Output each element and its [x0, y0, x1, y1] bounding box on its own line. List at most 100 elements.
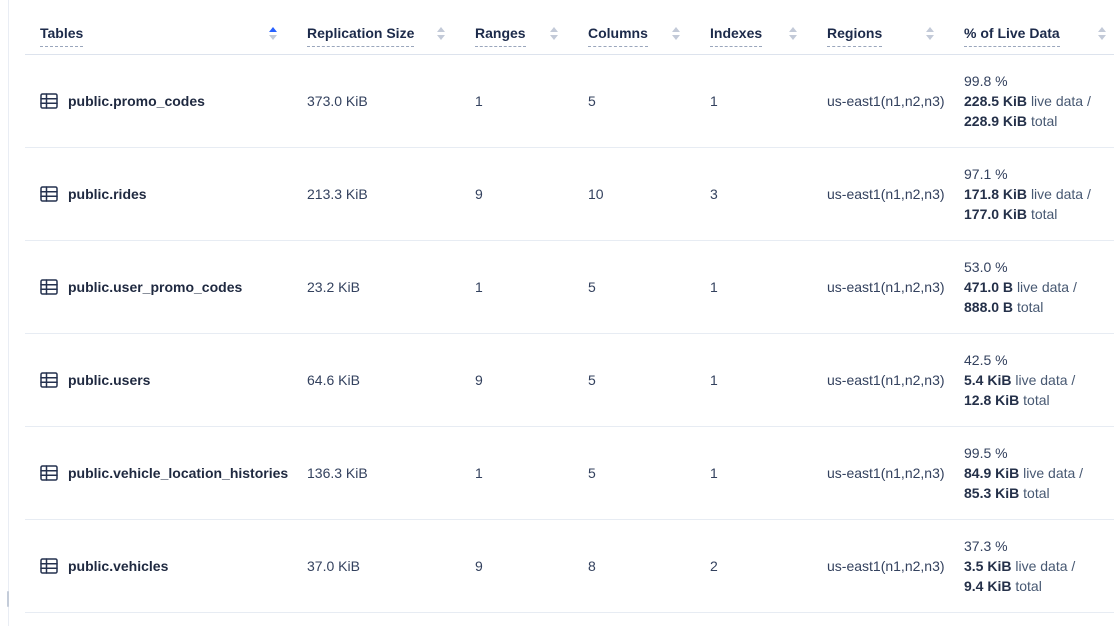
live-size: 228.5 KiB [964, 93, 1028, 109]
column-header-regions[interactable]: Regions [815, 25, 952, 54]
sort-icon [550, 27, 558, 40]
column-header-label: Indexes [710, 25, 763, 47]
column-header-label: Columns [588, 25, 648, 47]
cell-indexes: 1 [710, 465, 718, 481]
cell-columns: 8 [588, 558, 596, 574]
cell-indexes: 1 [710, 279, 718, 295]
cell-columns: 5 [588, 93, 596, 109]
total-size: 12.8 KiB [964, 392, 1020, 408]
cell-table-name[interactable]: public.vehicle_location_histories [25, 464, 295, 482]
table-row: public.rides 213.3 KiB 9 10 3 us-east1(n… [25, 148, 1114, 241]
table-row: public.vehicle_location_histories 136.3 … [25, 427, 1114, 520]
cell-regions: us-east1(n1,n2,n3) [827, 465, 945, 481]
panel-left-divider [8, 0, 9, 626]
cell-ranges: 9 [475, 372, 483, 388]
total-size: 85.3 KiB [964, 485, 1020, 501]
total-size-line: 177.0 KiB total [964, 204, 1114, 224]
cell-indexes: 3 [710, 186, 718, 202]
column-header-replication-size[interactable]: Replication Size [295, 25, 463, 54]
cell-replication-size: 213.3 KiB [307, 186, 368, 202]
cell-columns: 5 [588, 372, 596, 388]
total-size: 228.9 KiB [964, 113, 1028, 129]
column-header-label: % of Live Data [964, 25, 1060, 47]
live-data-percent: 53.0 % [964, 259, 1008, 275]
total-size-line: 9.4 KiB total [964, 576, 1114, 596]
sort-icon [437, 27, 445, 40]
live-size: 3.5 KiB [964, 558, 1012, 574]
cell-replication-size: 136.3 KiB [307, 465, 368, 481]
live-data-size-line: 171.8 KiB live data / [964, 184, 1114, 204]
cell-table-name[interactable]: public.user_promo_codes [25, 278, 295, 296]
column-header-indexes[interactable]: Indexes [698, 25, 815, 54]
cell-table-name[interactable]: public.vehicles [25, 557, 295, 575]
column-header-label: Ranges [475, 25, 526, 47]
table-row: public.vehicles 37.0 KiB 9 8 2 us-east1(… [25, 520, 1114, 613]
cell-indexes: 1 [710, 93, 718, 109]
table-name: public.promo_codes [68, 93, 205, 109]
cell-ranges: 9 [475, 186, 483, 202]
total-size-line: 12.8 KiB total [964, 390, 1114, 410]
live-size: 5.4 KiB [964, 372, 1012, 388]
table-name: public.rides [68, 186, 147, 202]
cell-replication-size: 64.6 KiB [307, 372, 360, 388]
total-suffix: total [1023, 485, 1050, 501]
sort-icon [672, 27, 680, 40]
table-icon [40, 278, 58, 296]
column-header-label: Replication Size [307, 25, 415, 47]
live-data-percent: 97.1 % [964, 166, 1008, 182]
cell-ranges: 1 [475, 93, 483, 109]
live-data-size-line: 5.4 KiB live data / [964, 370, 1114, 390]
total-suffix: total [1016, 299, 1044, 315]
cell-indexes: 1 [710, 372, 718, 388]
cell-table-name[interactable]: public.promo_codes [25, 92, 295, 110]
live-data-size-line: 84.9 KiB live data / [964, 463, 1114, 483]
cell-regions: us-east1(n1,n2,n3) [827, 558, 945, 574]
live-data-suffix: live data / [1016, 279, 1077, 295]
tables-table: Tables Replication Size Ranges Columns I… [25, 10, 1114, 613]
live-data-percent: 37.3 % [964, 538, 1008, 554]
cell-replication-size: 23.2 KiB [307, 279, 360, 295]
table-icon [40, 371, 58, 389]
live-data-suffix: live data / [1030, 93, 1091, 109]
live-data-size-line: 471.0 B live data / [964, 277, 1114, 297]
column-header-tables[interactable]: Tables [25, 25, 295, 54]
cell-ranges: 9 [475, 558, 483, 574]
table-icon [40, 464, 58, 482]
cell-regions: us-east1(n1,n2,n3) [827, 93, 945, 109]
table-icon [40, 92, 58, 110]
cell-columns: 10 [588, 186, 604, 202]
table-name: public.vehicle_location_histories [68, 465, 289, 481]
cell-live-data: 99.5 % 84.9 KiB live data / 85.3 KiB tot… [952, 443, 1114, 503]
sort-icon [926, 27, 934, 40]
table-row: public.promo_codes 373.0 KiB 1 5 1 us-ea… [25, 55, 1114, 148]
total-suffix: total [1015, 578, 1042, 594]
cell-regions: us-east1(n1,n2,n3) [827, 279, 945, 295]
column-header-columns[interactable]: Columns [576, 25, 698, 54]
total-suffix: total [1023, 392, 1050, 408]
live-size: 471.0 B [964, 279, 1014, 295]
scrollbar-thumb[interactable] [7, 591, 9, 607]
live-data-percent: 99.8 % [964, 73, 1008, 89]
cell-replication-size: 37.0 KiB [307, 558, 360, 574]
cell-ranges: 1 [475, 465, 483, 481]
table-icon [40, 557, 58, 575]
total-size: 888.0 B [964, 299, 1014, 315]
total-size-line: 888.0 B total [964, 297, 1114, 317]
cell-table-name[interactable]: public.users [25, 371, 295, 389]
column-header-label: Regions [827, 25, 883, 47]
total-suffix: total [1030, 113, 1058, 129]
table-row: public.users 64.6 KiB 9 5 1 us-east1(n1,… [25, 334, 1114, 427]
column-header-live-data[interactable]: % of Live Data [952, 25, 1114, 54]
live-data-percent: 42.5 % [964, 352, 1008, 368]
total-size: 9.4 KiB [964, 578, 1012, 594]
live-data-suffix: live data / [1015, 372, 1076, 388]
live-data-percent: 99.5 % [964, 445, 1008, 461]
table-icon [40, 185, 58, 203]
column-header-ranges[interactable]: Ranges [463, 25, 576, 54]
cell-live-data: 99.8 % 228.5 KiB live data / 228.9 KiB t… [952, 71, 1114, 131]
live-data-suffix: live data / [1015, 558, 1076, 574]
live-data-size-line: 3.5 KiB live data / [964, 556, 1114, 576]
total-size: 177.0 KiB [964, 206, 1028, 222]
cell-columns: 5 [588, 279, 596, 295]
cell-table-name[interactable]: public.rides [25, 185, 295, 203]
